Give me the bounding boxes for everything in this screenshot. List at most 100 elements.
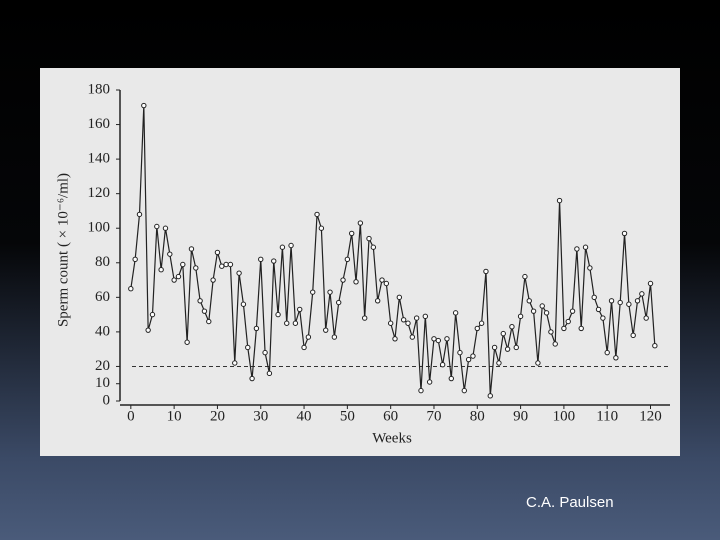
data-point [240, 301, 247, 307]
data-point [587, 265, 593, 271]
credit: C.A. Paulsen [526, 494, 614, 511]
data-point [461, 387, 467, 394]
data-point [444, 336, 450, 342]
x-tick-label: 120 [639, 408, 662, 424]
data-point [556, 197, 563, 204]
data-point [643, 315, 649, 321]
data-point [336, 299, 342, 306]
x-tick-label: 40 [297, 408, 312, 424]
data-point [275, 311, 281, 318]
data-point [132, 256, 138, 263]
data-point [522, 273, 528, 280]
data-point [128, 285, 134, 292]
data-point [188, 246, 195, 252]
data-point [591, 294, 597, 301]
data-point [227, 261, 234, 268]
data-point [413, 315, 420, 321]
x-tick-label: 100 [553, 408, 576, 424]
x-axis-label: Weeks [372, 430, 412, 446]
data-point [630, 332, 636, 339]
data-point [517, 313, 524, 320]
data-point [245, 344, 251, 351]
data-point [652, 343, 658, 349]
data-point [574, 246, 580, 252]
data-point [435, 337, 442, 344]
data-point [162, 225, 169, 231]
data-point [292, 320, 299, 326]
data-point [409, 334, 416, 340]
y-tick-label: 0 [103, 392, 111, 408]
data-point [379, 277, 385, 283]
data-point [344, 256, 351, 263]
data-point [639, 291, 645, 297]
data-point [145, 327, 151, 333]
chart-panel [40, 68, 680, 456]
data-point [180, 261, 186, 268]
data-point [582, 244, 589, 250]
data-point [383, 280, 390, 287]
x-tick-label: 0 [127, 408, 135, 424]
data-point [561, 325, 567, 332]
data-point [214, 249, 221, 256]
data-point [457, 349, 463, 356]
data-point [340, 277, 346, 283]
x-tick-label: 60 [383, 408, 398, 424]
data-point [535, 360, 541, 366]
data-point [201, 308, 208, 314]
data-point [271, 258, 277, 264]
y-axis-label: Sperm count ( × 10⁻⁶/ml) [55, 173, 71, 327]
y-tick-label: 20 [95, 358, 110, 374]
data-point [474, 325, 480, 332]
data-point [504, 346, 511, 352]
data-point [149, 311, 156, 318]
x-tick-label: 10 [167, 408, 182, 424]
data-point [613, 355, 619, 361]
data-point [175, 273, 182, 280]
data-point [431, 336, 437, 342]
data-point [426, 379, 433, 385]
data-point [526, 298, 532, 304]
data-point [310, 289, 316, 295]
y-tick-label: 160 [88, 116, 111, 132]
data-point [232, 360, 238, 366]
data-point [366, 235, 372, 242]
data-point [206, 318, 212, 325]
data-point [496, 360, 502, 366]
data-point [392, 336, 398, 342]
data-point [327, 289, 333, 295]
data-point [552, 341, 558, 347]
x-tick-label: 70 [426, 408, 441, 424]
data-point [331, 334, 338, 340]
data-point [513, 344, 519, 351]
data-point [301, 344, 307, 351]
data-point [396, 294, 403, 301]
data-point [387, 320, 394, 326]
x-tick-label: 50 [340, 408, 355, 424]
data-point [617, 299, 623, 306]
data-point [223, 261, 229, 268]
data-point [318, 225, 325, 231]
data-point [565, 318, 571, 325]
data-point [305, 334, 312, 340]
data-point [539, 303, 545, 309]
data-point [400, 317, 407, 323]
data-point [171, 277, 177, 283]
data-point [595, 306, 602, 313]
data-point [500, 330, 506, 337]
data-point [279, 244, 286, 250]
data-point [266, 370, 273, 377]
data-point [478, 320, 485, 326]
data-point [353, 279, 359, 285]
data-point [483, 268, 489, 275]
data-point [600, 315, 606, 321]
x-tick-label: 80 [470, 408, 485, 424]
y-tick-label: 80 [95, 254, 110, 270]
data-point [141, 102, 147, 109]
data-point [258, 256, 264, 263]
data-point [491, 344, 498, 351]
data-point [184, 339, 190, 345]
data-point [543, 310, 550, 316]
data-point [487, 393, 493, 399]
